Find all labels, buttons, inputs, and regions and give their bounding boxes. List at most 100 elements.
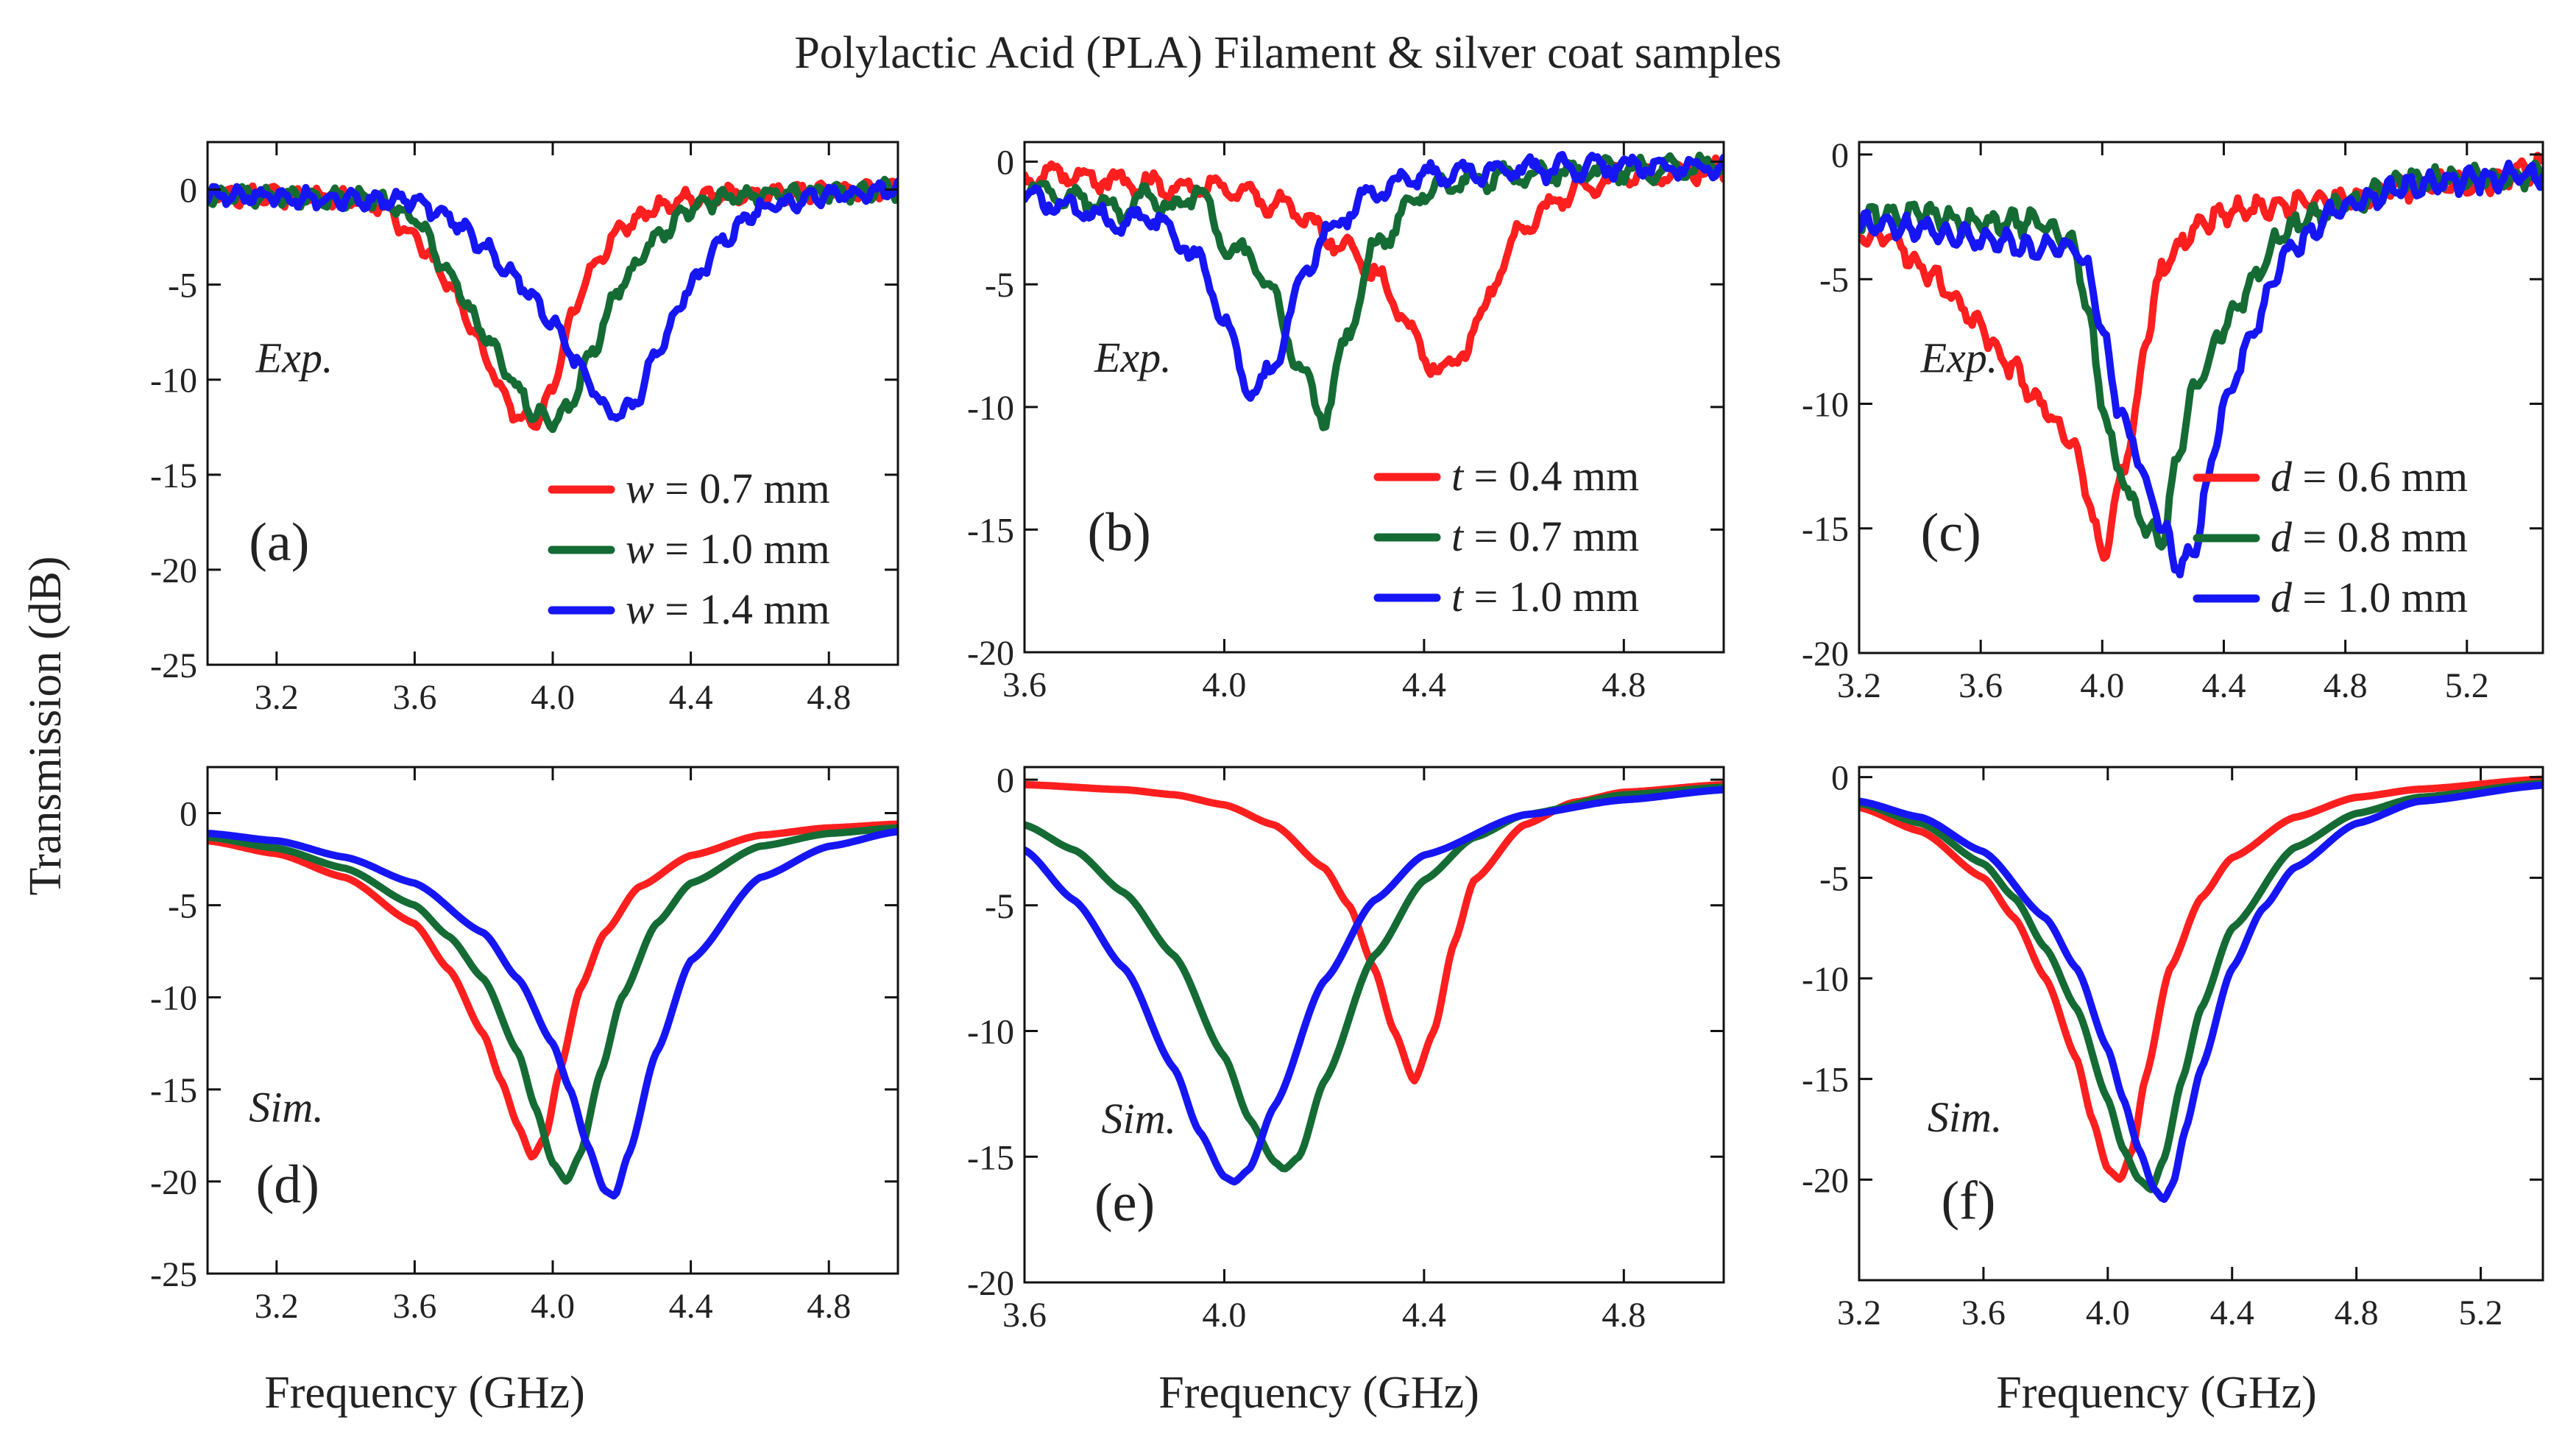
panel-note-a: Exp. — [255, 333, 333, 381]
panel-label-d: (d) — [256, 1155, 319, 1215]
y-tick-label-b-1: -5 — [985, 266, 1014, 305]
x-tick-label-b-0: 3.6 — [1002, 665, 1047, 705]
x-tick-label-c-1: 3.6 — [1958, 666, 2003, 705]
x-tick-label-a-0: 3.2 — [255, 678, 299, 717]
x-tick-label-d-2: 4.0 — [531, 1287, 575, 1326]
x-tick-label-f-4: 4.8 — [2335, 1293, 2379, 1332]
y-tick-label-e-1: -5 — [985, 887, 1014, 926]
plot-frame-f — [1858, 766, 2544, 1282]
panel-b: 0 -5 -10 -15 -203.6 4.0 4.4 4.8 (b) Exp. t = 0.4 m… — [967, 141, 1725, 705]
panel-label-f: (f) — [1941, 1171, 1995, 1231]
panel-label-e: (e) — [1094, 1173, 1155, 1233]
y-tick-label-a-2: -10 — [150, 361, 197, 400]
x-tick-label-c-0: 3.2 — [1837, 666, 1881, 705]
x-tick-label-f-2: 4.0 — [2086, 1293, 2130, 1332]
y-tick-label-b-2: -10 — [967, 389, 1014, 428]
y-tick-label-f-2: -10 — [1802, 960, 1849, 999]
y-tick-label-a-0: 0 — [180, 172, 197, 211]
x-tick-label-f-0: 3.2 — [1837, 1293, 1881, 1332]
panels: 0 -5 -10 -15 -20 -25 3.2 3.6 4.0 4.4 4.8 (a) Exp. w =… — [150, 136, 2544, 1335]
x-tick-label-e-1: 4.0 — [1202, 1296, 1246, 1335]
y-tick-label-f-0: 0 — [1831, 759, 1849, 798]
legend-entry-b-1: t = 0.4 mm — [1451, 452, 1639, 500]
y-tick-label-c-2: -10 — [1802, 385, 1849, 424]
plot-frame-b — [1023, 141, 1725, 654]
x-tick-label-a-3: 4.4 — [669, 678, 713, 717]
y-tick-label-d-4: -20 — [150, 1163, 197, 1202]
series-line-f-3 — [1859, 781, 2543, 1203]
x-tick-label-e-2: 4.4 — [1402, 1296, 1446, 1335]
series-line-b-2 — [1025, 151, 1724, 431]
series-line-e-2 — [1025, 783, 1724, 1173]
x-tick-label-f-1: 3.6 — [1961, 1293, 2006, 1332]
panel-a: 0 -5 -10 -15 -20 -25 3.2 3.6 4.0 4.4 4.8 (a) Exp. w =… — [150, 141, 899, 717]
legend-entry-c-1: d = 0.6 mm — [2271, 453, 2468, 501]
x-tick-label-a-2: 4.0 — [531, 678, 575, 717]
series-line-c-3 — [1859, 159, 2543, 579]
x-tick-label-e-3: 4.8 — [1602, 1296, 1646, 1335]
x-tick-label-f-3: 4.4 — [2210, 1293, 2254, 1332]
series-line-d-2 — [208, 824, 898, 1185]
y-tick-label-a-3: -15 — [150, 456, 197, 495]
y-tick-label-f-1: -5 — [1819, 859, 1849, 898]
series-line-d-3 — [208, 827, 898, 1200]
x-tick-label-f-5: 5.2 — [2459, 1293, 2503, 1332]
series-line-e-3 — [1025, 785, 1724, 1186]
panel-note-c: Exp. — [1920, 333, 1998, 381]
legend-entry-b-3: t = 1.0 mm — [1451, 573, 1639, 621]
y-tick-label-e-4: -20 — [967, 1264, 1014, 1303]
panel-note-e: Sim. — [1102, 1095, 1177, 1143]
y-tick-label-d-3: -15 — [150, 1071, 197, 1110]
y-tick-label-c-0: 0 — [1831, 136, 1849, 175]
panel-label-b: (b) — [1088, 502, 1151, 562]
panel-e: 0 -5 -10 -15 -203.6 4.0 4.4 4.8 (e) Sim. — [967, 761, 1725, 1335]
series-line-f-2 — [1859, 779, 2543, 1193]
y-tick-label-c-1: -5 — [1819, 261, 1849, 300]
legend-entry-a-3: w = 1.4 mm — [626, 585, 830, 633]
y-tick-label-a-5: -25 — [150, 646, 197, 685]
x-tick-label-e-0: 3.6 — [1002, 1296, 1047, 1335]
panel-c: 0 -5 -10 -15 -203.2 3.6 4.0 4.4 4.8 5.2 (c) Exp. d =… — [1802, 136, 2544, 705]
y-tick-label-d-1: -5 — [168, 887, 197, 926]
x-axis-label-f: Frequency (GHz) — [1996, 1368, 2317, 1418]
x-tick-label-c-2: 4.0 — [2080, 666, 2124, 705]
legend-entry-c-2: d = 0.8 mm — [2271, 513, 2468, 561]
legend-entry-c-3: d = 1.0 mm — [2271, 573, 2468, 621]
x-tick-label-d-1: 3.6 — [392, 1287, 436, 1326]
series-line-e-1 — [1025, 780, 1724, 1085]
series-line-f-1 — [1859, 775, 2543, 1183]
y-tick-label-b-0: 0 — [997, 144, 1014, 183]
plot-frame-e — [1023, 766, 1725, 1284]
x-tick-label-d-3: 4.4 — [669, 1287, 713, 1326]
x-tick-label-a-1: 3.6 — [392, 678, 436, 717]
figure-title: Polylactic Acid (PLA) Filament & silver … — [794, 28, 1781, 78]
x-tick-label-c-3: 4.4 — [2201, 666, 2246, 705]
y-tick-label-d-2: -10 — [150, 979, 197, 1018]
y-tick-label-f-3: -15 — [1802, 1061, 1849, 1100]
panel-note-b: Exp. — [1094, 333, 1172, 381]
y-tick-label-d-0: 0 — [180, 795, 197, 834]
series-line-b-3 — [1025, 151, 1724, 402]
legend-entry-a-2: w = 1.0 mm — [626, 525, 830, 573]
x-tick-label-b-1: 4.0 — [1202, 665, 1246, 705]
y-tick-label-e-0: 0 — [997, 761, 1014, 800]
x-axis-label-e: Frequency (GHz) — [1158, 1368, 1479, 1418]
panel-note-d: Sim. — [249, 1084, 324, 1131]
legend-entry-b-2: t = 0.7 mm — [1451, 512, 1639, 560]
series-line-d-1 — [208, 820, 898, 1161]
y-tick-label-a-4: -20 — [150, 551, 197, 590]
x-axis-label-d: Frequency (GHz) — [264, 1368, 585, 1418]
x-tick-label-c-5: 5.2 — [2445, 666, 2489, 705]
legend-entry-a-1: w = 0.7 mm — [626, 465, 830, 512]
panel-label-a: (a) — [249, 512, 309, 573]
x-tick-label-b-2: 4.4 — [1402, 665, 1446, 705]
x-tick-label-b-3: 4.8 — [1602, 665, 1646, 705]
y-tick-label-c-3: -15 — [1802, 510, 1849, 549]
y-tick-label-c-4: -20 — [1802, 635, 1849, 674]
x-tick-label-c-4: 4.8 — [2324, 666, 2368, 705]
panel-f: 0 -5 -10 -15 -20 3.2 3.6 4.0 4.4 4.8 5.2 (f) Sim. — [1802, 759, 2544, 1332]
y-tick-label-d-5: -25 — [150, 1255, 197, 1294]
x-tick-label-a-4: 4.8 — [807, 678, 851, 717]
series-line-a-3 — [208, 177, 898, 423]
